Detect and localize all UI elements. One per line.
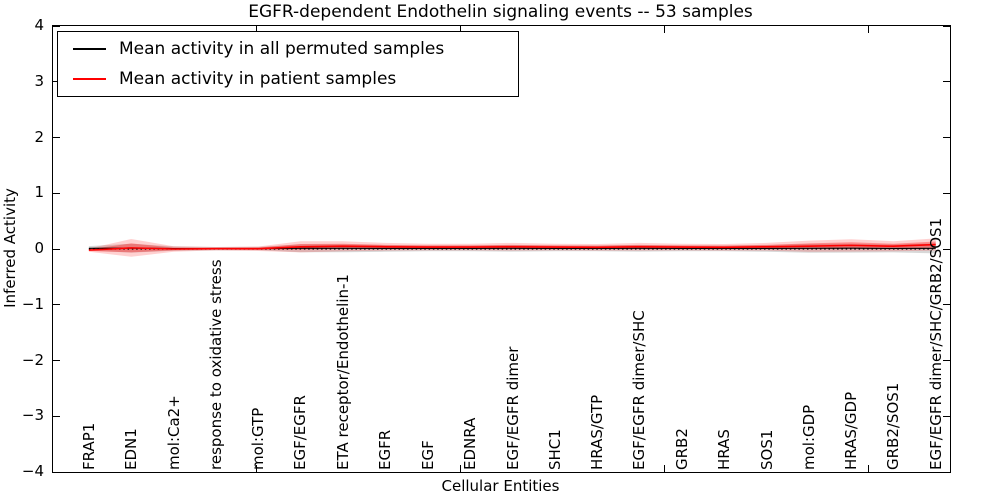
chart-canvas bbox=[88, 238, 936, 257]
x-tick-label: EGF/EGFR dimer/SHC/GRB2/SOS1 bbox=[926, 217, 945, 470]
legend-label-permuted: Mean activity in all permuted samples bbox=[119, 39, 445, 60]
y-tick-right bbox=[943, 248, 950, 250]
x-tick-label: mol:GTP bbox=[249, 407, 268, 470]
y-tick-label: −2 bbox=[21, 350, 44, 369]
y-tick-right bbox=[943, 137, 950, 138]
x-tick-label: FRAP1 bbox=[79, 422, 98, 470]
x-tick-label: mol:GDP bbox=[799, 404, 818, 470]
x-tick-label: EDNRA bbox=[461, 417, 480, 470]
patient-mean-line bbox=[88, 243, 936, 251]
y-tick-left bbox=[53, 25, 60, 27]
x-tick-label: HRAS/GDP bbox=[842, 391, 861, 470]
y-tick-label: 2 bbox=[34, 127, 44, 146]
y-tick-label: 1 bbox=[34, 183, 44, 202]
x-tick-label: EGFR bbox=[376, 429, 395, 470]
legend-line-permuted bbox=[73, 48, 106, 51]
patient-confidence-band-outer bbox=[88, 238, 936, 257]
y-tick-left bbox=[53, 137, 60, 138]
y-tick-label: −3 bbox=[21, 406, 44, 425]
x-tick-label: GRB2/SOS1 bbox=[884, 382, 903, 470]
x-tick-bottom bbox=[867, 465, 869, 472]
x-tick-label: HRAS bbox=[715, 429, 734, 470]
x-axis-label: Cellular Entities bbox=[441, 477, 560, 495]
y-tick-left bbox=[53, 415, 60, 417]
legend-item-permuted: Mean activity in all permuted samples bbox=[58, 37, 518, 61]
y-tick-left bbox=[53, 471, 60, 473]
x-tick-label: EGF/EGFR dimer/SHC bbox=[630, 310, 649, 470]
legend-line-patient bbox=[73, 77, 106, 80]
y-tick-label: 0 bbox=[34, 239, 44, 257]
x-tick-label: EDN1 bbox=[122, 428, 141, 470]
x-tick-top bbox=[256, 26, 258, 33]
y-tick-label: −1 bbox=[21, 294, 44, 313]
legend: Mean activity in all permuted samples Me… bbox=[57, 31, 519, 97]
x-tick-label: EGF/EGFR dimer bbox=[503, 346, 522, 470]
x-tick-label: SHC1 bbox=[545, 429, 564, 470]
x-tick-bottom bbox=[256, 465, 258, 472]
y-tick-right bbox=[943, 81, 950, 83]
x-tick-label: mol:Ca2+ bbox=[164, 395, 183, 470]
y-tick-right bbox=[943, 304, 950, 306]
y-tick-label: −4 bbox=[21, 462, 44, 480]
plot-area: FRAP1 EDN1 mol:Ca2+ response to oxidative s… bbox=[52, 25, 951, 473]
y-tick-left bbox=[53, 304, 60, 306]
chart-title: EGFR-dependent Endothelin signaling even… bbox=[248, 2, 753, 22]
y-tick-right bbox=[943, 415, 950, 417]
x-tick-top bbox=[867, 26, 869, 33]
x-tick-label: GRB2 bbox=[672, 428, 691, 470]
y-tick-left bbox=[53, 248, 60, 250]
x-tick-label: EGF bbox=[418, 440, 437, 470]
y-tick-left bbox=[53, 192, 60, 194]
y-tick-label: 4 bbox=[34, 16, 44, 34]
y-tick-right bbox=[943, 192, 950, 194]
legend-item-patient: Mean activity in patient samples bbox=[58, 67, 518, 91]
x-tick-label: response to oxidative stress bbox=[207, 259, 226, 470]
y-tick-left bbox=[53, 360, 60, 361]
x-tick-label: ETA receptor/Endothelin-1 bbox=[333, 274, 352, 470]
y-tick-left bbox=[53, 81, 60, 83]
x-tick-label: HRAS/GTP bbox=[587, 394, 606, 470]
legend-label-patient: Mean activity in patient samples bbox=[119, 68, 397, 89]
y-tick-right bbox=[943, 360, 950, 361]
x-tick-label: SOS1 bbox=[757, 429, 776, 470]
y-tick-right bbox=[943, 471, 950, 473]
x-tick-bottom bbox=[664, 465, 666, 472]
y-tick-right bbox=[943, 25, 950, 27]
x-tick-top bbox=[460, 26, 462, 33]
x-tick-top bbox=[664, 26, 666, 33]
y-tick-label: 3 bbox=[34, 71, 44, 90]
x-tick-label: EGF/EGFR bbox=[291, 395, 310, 470]
x-tick-bottom bbox=[460, 465, 462, 472]
